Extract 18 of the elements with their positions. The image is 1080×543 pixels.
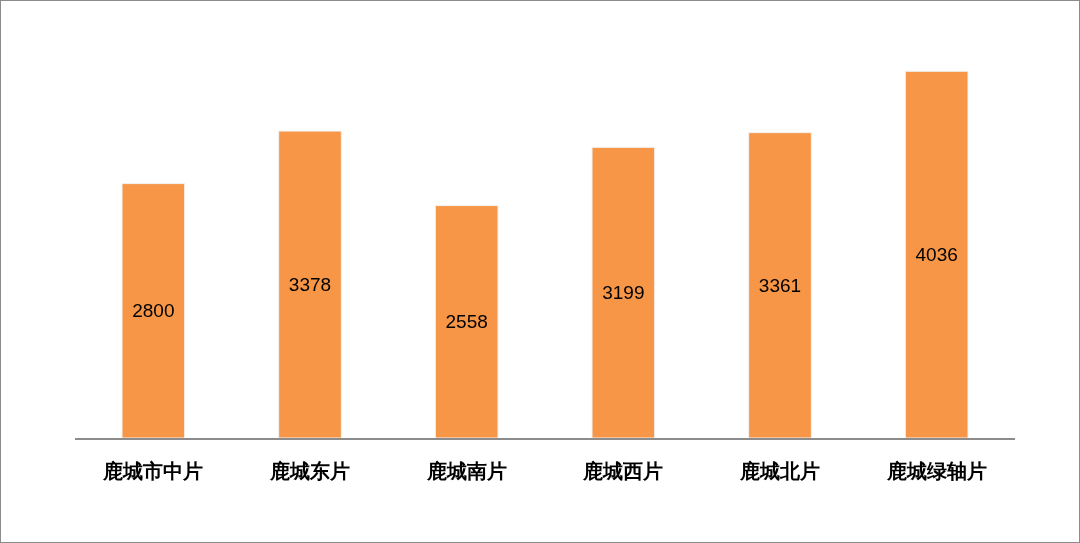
bar [121,183,186,438]
x-tick-label: 鹿城南片 [425,458,507,483]
data-label: 3361 [758,274,802,296]
data-label: 4036 [915,244,958,266]
x-tick-label: 鹿城西片 [582,458,664,483]
x-tick-label: 鹿城北片 [739,458,820,483]
x-tick-label: 鹿城绿轴片 [885,458,987,483]
data-label: 2558 [445,311,488,333]
data-label: 3378 [288,274,332,296]
bar [748,132,812,438]
data-label: 2800 [132,300,175,322]
bar [591,146,656,438]
bar [434,205,499,438]
bar [904,70,969,438]
x-tick-label: 鹿城市中片 [102,458,204,483]
bar [278,130,342,438]
x-tick-label: 鹿城东片 [269,458,350,483]
data-label: 3199 [602,282,645,304]
